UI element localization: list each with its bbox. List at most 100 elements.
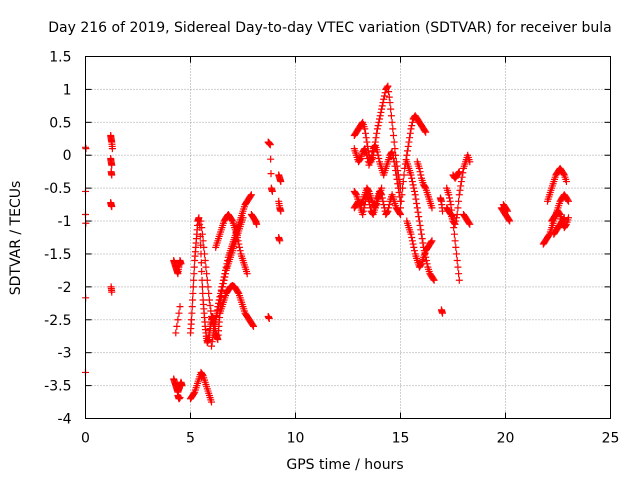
data-point [360,204,368,212]
data-point [175,309,183,317]
data-point [389,125,397,133]
data-point [389,151,397,159]
data-point [199,289,207,297]
data-point [173,322,181,330]
series-t14 [350,141,404,205]
data-point [408,118,416,126]
data-point [439,309,446,317]
data-point [392,171,400,179]
data-point [363,138,371,146]
data-point [388,118,396,126]
data-point [189,296,197,304]
data-point [374,151,382,159]
data-point [197,259,205,267]
series-t6 [197,214,247,330]
data-point [207,307,215,315]
data-point [375,118,383,126]
x-tick-labels: 0 5 10 15 20 25 [81,431,619,447]
data-point [562,221,570,229]
data-point [410,243,418,251]
data-point [203,270,211,278]
series-t20 [413,158,436,212]
data-point [439,207,446,215]
data-point [399,184,407,192]
data-point [406,134,414,142]
data-point [267,170,275,178]
data-point [208,342,215,350]
data-point [394,180,402,188]
y-tick-label: -1.5 [44,247,71,263]
data-point [457,182,465,190]
data-point [407,125,415,133]
data-point [407,171,415,179]
data-point [205,289,213,297]
series-t9 [247,210,261,228]
data-point [253,220,261,228]
y-tick-labels: -4 -3.5 -3 -2.5 -2 -1.5 -1 -0.5 0 0.5 1 1.5 [44,50,71,428]
data-point [416,168,424,176]
data-point [415,213,423,221]
data-point [454,204,462,212]
data-point [421,183,429,191]
series-t7 [216,282,257,330]
data-point [560,170,568,178]
x-tick-label: 15 [392,431,410,447]
data-point [408,122,416,130]
data-point [220,276,228,284]
data-point [408,174,416,182]
data-point [222,270,229,278]
data-point [221,273,229,281]
data-point [385,88,393,96]
data-point [190,263,198,271]
data-point [362,134,370,142]
data-point [411,191,419,199]
data-point [379,99,387,107]
data-point [388,148,396,156]
data-point [405,138,413,146]
series-t28 [544,164,570,205]
series-t29 [548,207,572,232]
data-point [505,216,513,224]
data-point [451,220,459,228]
data-point [407,230,415,238]
data-point [452,243,460,251]
data-point [380,95,388,103]
data-point [176,303,184,311]
data-point [414,208,422,216]
data-point [411,187,418,195]
data-point [212,316,220,324]
data-point [399,178,407,186]
data-point [455,197,463,205]
data-point [412,195,420,203]
data-point [415,164,423,172]
data-point [421,127,429,135]
data-point [198,371,206,379]
data-point [266,141,274,149]
x-tick-label: 10 [287,431,305,447]
data-point [247,191,255,199]
data-point [198,268,206,276]
data-point [373,148,381,156]
data-point [393,175,401,183]
data-point [453,257,461,265]
data-point [417,261,425,269]
data-point [455,270,463,278]
series-t8 [212,210,251,278]
data-point [236,247,244,255]
data-point [453,250,460,258]
data-point [268,187,276,195]
data-point [428,237,436,245]
data-point [385,204,393,212]
series-t18 [403,158,438,284]
series-t17 [397,112,430,212]
data-point [387,105,395,113]
data-point [447,201,455,209]
series-t25 [460,210,474,228]
x-tick-label: 5 [186,431,195,447]
data-point [375,155,383,163]
data-point [235,240,243,248]
data-point [404,147,411,155]
data-point [208,398,215,406]
data-point [190,389,198,397]
y-tick-label: -3.5 [44,379,71,395]
